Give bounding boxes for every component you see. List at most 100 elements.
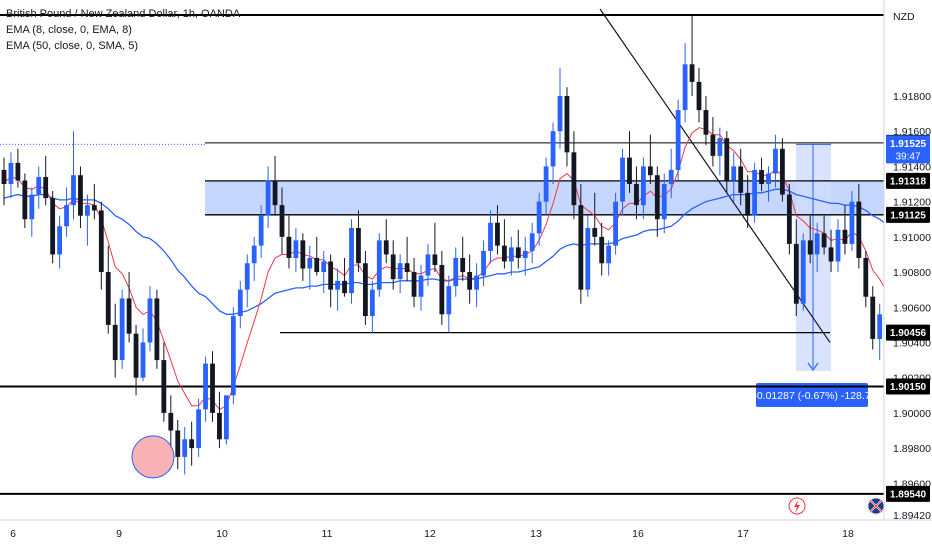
candle: [182, 426, 188, 475]
candle-body: [821, 233, 827, 248]
candle: [550, 122, 556, 185]
candle-body: [314, 257, 320, 273]
candle-body: [870, 296, 876, 339]
candle-body: [91, 205, 97, 211]
candle: [133, 324, 139, 396]
candle-body: [356, 228, 361, 264]
candle-body: [613, 201, 618, 246]
price-label: 1.90456: [886, 324, 930, 341]
currency-label: NZD: [893, 11, 915, 23]
candle: [856, 184, 862, 269]
price-label-text: 1.91525: [890, 139, 927, 150]
flag-icon[interactable]: [867, 497, 885, 515]
candle-body: [279, 205, 285, 237]
candle: [369, 280, 375, 334]
candle: [446, 275, 452, 332]
candle: [634, 166, 639, 220]
candle-body: [682, 64, 688, 111]
highlight-circle[interactable]: [131, 435, 175, 479]
candle: [821, 215, 827, 255]
candle: [154, 289, 160, 369]
candle-body: [224, 395, 229, 440]
candle: [877, 303, 883, 361]
candle: [91, 184, 97, 220]
price-tick-label: 1.89420: [893, 510, 931, 522]
candle-body: [745, 192, 751, 216]
candle: [557, 67, 563, 149]
candle: [272, 155, 278, 216]
candle: [64, 187, 69, 237]
candle: [15, 148, 21, 188]
price-label: 1.90150: [886, 378, 930, 395]
candle-body: [557, 95, 563, 132]
candle-body: [390, 254, 396, 280]
candle-body: [328, 261, 334, 290]
candle: [161, 342, 167, 422]
candle-body: [119, 298, 125, 361]
candle: [571, 131, 577, 220]
candle-body: [397, 263, 403, 280]
candle-body: [654, 175, 660, 220]
candle-body: [57, 226, 62, 255]
candle: [230, 307, 236, 405]
date-tick-label: 9: [116, 528, 122, 540]
candle: [376, 233, 382, 297]
candle-body: [828, 247, 834, 262]
price-tick-label: 1.91400: [893, 161, 931, 173]
candle-body: [793, 243, 799, 304]
price-label-box: [886, 172, 930, 189]
candle-body: [522, 250, 528, 258]
candle-body: [154, 298, 160, 361]
candle: [244, 254, 250, 308]
price-label: 1.91318: [886, 172, 930, 189]
candle: [8, 152, 14, 199]
candle-body: [50, 198, 56, 255]
candle: [620, 148, 625, 216]
candle-body: [147, 298, 153, 343]
candle-body: [689, 64, 695, 82]
candle: [536, 192, 542, 246]
candle: [585, 215, 591, 297]
candle-body: [863, 257, 869, 297]
candle-body: [175, 430, 181, 457]
candle: [363, 250, 368, 325]
candle: [397, 254, 403, 294]
candle: [807, 215, 813, 264]
candle: [842, 205, 848, 255]
candle: [529, 222, 535, 264]
trend-line[interactable]: [599, 8, 831, 343]
candle: [780, 138, 785, 202]
candle-body: [835, 229, 841, 262]
price-label-box: [886, 135, 930, 164]
candle-body: [647, 166, 653, 176]
candle: [349, 219, 354, 304]
candle-body: [766, 173, 771, 185]
candle: [627, 131, 632, 193]
date-tick-label: 16: [632, 528, 644, 540]
candle: [43, 155, 49, 206]
candle-body: [237, 289, 243, 317]
candle: [404, 236, 410, 281]
candle: [50, 191, 56, 264]
price-label-text: 1.89540: [890, 489, 927, 500]
candle-body: [717, 138, 723, 156]
candle: [342, 257, 347, 297]
candle-body: [446, 286, 452, 315]
lightning-icon[interactable]: [788, 497, 806, 515]
candle: [22, 173, 28, 229]
price-label: 1.91125: [886, 206, 930, 223]
candle: [29, 187, 35, 237]
date-tick-label: 11: [322, 528, 333, 540]
date-tick-label: 12: [424, 528, 436, 540]
candle: [675, 99, 681, 181]
candle-body: [265, 180, 271, 216]
candle-body: [731, 166, 737, 181]
candle: [689, 15, 695, 96]
flag-icon-red: [869, 499, 883, 513]
candle: [495, 205, 500, 255]
candle: [293, 228, 299, 273]
candle-body: [210, 363, 215, 413]
candle: [307, 245, 313, 290]
candle: [251, 236, 257, 281]
